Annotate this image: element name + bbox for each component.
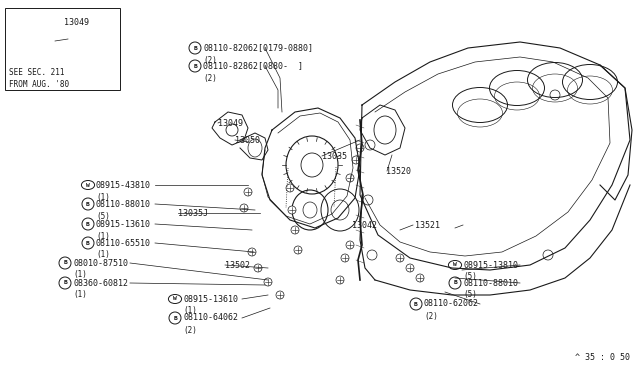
Text: 08110-88010: 08110-88010 [96, 199, 151, 208]
Text: (1): (1) [96, 250, 110, 260]
Text: (5): (5) [463, 273, 477, 282]
Circle shape [416, 274, 424, 282]
Circle shape [286, 184, 294, 192]
Text: 08915-13610: 08915-13610 [96, 219, 151, 228]
Circle shape [244, 188, 252, 196]
Text: 08915-13610: 08915-13610 [183, 295, 238, 304]
Text: 13050: 13050 [235, 135, 260, 144]
Circle shape [291, 226, 299, 234]
Circle shape [356, 144, 364, 152]
Text: 13502: 13502 [225, 260, 250, 269]
Text: B: B [414, 301, 418, 307]
Text: B: B [63, 260, 67, 266]
Text: 08360-60812: 08360-60812 [73, 279, 128, 288]
Circle shape [341, 254, 349, 262]
Text: (5): (5) [463, 291, 477, 299]
Circle shape [288, 206, 296, 214]
Text: FROM AUG. '80: FROM AUG. '80 [9, 80, 69, 89]
Circle shape [346, 241, 354, 249]
Text: 08110-82062[0179-0880]: 08110-82062[0179-0880] [203, 44, 313, 52]
Text: 08110-64062: 08110-64062 [183, 314, 238, 323]
Text: (1): (1) [183, 307, 197, 315]
Circle shape [396, 254, 404, 262]
Text: (2): (2) [424, 311, 438, 321]
Text: (2): (2) [203, 74, 217, 83]
Text: 08010-87510: 08010-87510 [73, 259, 128, 267]
Circle shape [346, 174, 354, 182]
Circle shape [294, 246, 302, 254]
Circle shape [406, 264, 414, 272]
Circle shape [336, 276, 344, 284]
Text: (1): (1) [96, 192, 110, 202]
Text: 08110-62062: 08110-62062 [424, 299, 479, 308]
Circle shape [276, 291, 284, 299]
Text: 08110-65510: 08110-65510 [96, 238, 151, 247]
Text: B: B [193, 45, 197, 51]
Circle shape [264, 278, 272, 286]
Text: (5): (5) [96, 212, 110, 221]
Text: B: B [86, 221, 90, 227]
Text: W: W [173, 296, 177, 301]
Text: 08110-88010: 08110-88010 [463, 279, 518, 288]
Text: W: W [453, 263, 457, 267]
Circle shape [254, 264, 262, 272]
Text: (2): (2) [203, 55, 217, 64]
Text: B: B [63, 280, 67, 285]
Text: B: B [453, 280, 457, 285]
Text: 13049: 13049 [218, 119, 243, 128]
Text: 13520: 13520 [386, 167, 411, 176]
Text: (2): (2) [183, 326, 197, 334]
Circle shape [352, 156, 360, 164]
Circle shape [248, 248, 256, 256]
Text: (1): (1) [73, 291, 87, 299]
Text: ^ 35 : 0 50: ^ 35 : 0 50 [575, 353, 630, 362]
Text: SEE SEC. 211: SEE SEC. 211 [9, 68, 65, 77]
Text: B: B [86, 241, 90, 246]
Text: 13049: 13049 [64, 18, 89, 27]
Text: 13042: 13042 [352, 221, 377, 230]
Text: W: W [86, 183, 90, 187]
Text: 08110-82862[0880-  ]: 08110-82862[0880- ] [203, 61, 303, 71]
Bar [5, 8, 120, 90]
Text: 13035J: 13035J [178, 208, 208, 218]
Text: B: B [193, 64, 197, 68]
Text: (1): (1) [96, 231, 110, 241]
Text: 13035: 13035 [322, 151, 347, 160]
Text: B: B [173, 315, 177, 321]
Text: 08915-43810: 08915-43810 [96, 180, 151, 189]
Text: 13521: 13521 [415, 221, 440, 230]
Text: 08915-13810: 08915-13810 [463, 260, 518, 269]
Text: B: B [86, 202, 90, 206]
Circle shape [240, 204, 248, 212]
Text: (1): (1) [73, 270, 87, 279]
